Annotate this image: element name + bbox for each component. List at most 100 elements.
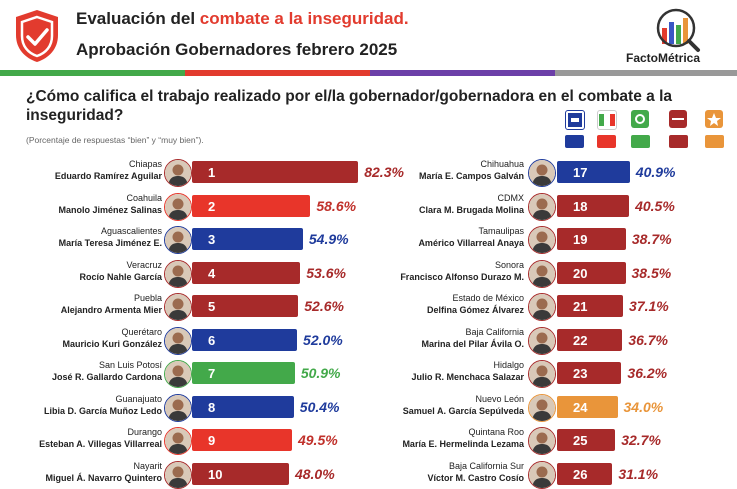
percent-label: 53.6% <box>306 264 346 281</box>
percent-label: 40.9% <box>635 164 676 180</box>
percent-label: 34.0% <box>623 398 664 415</box>
approval-bar <box>557 261 626 284</box>
percent-label: 32.7% <box>621 432 661 448</box>
state-name: Veracruz <box>126 259 162 270</box>
rank-number: 6 <box>208 332 216 348</box>
rank-number: 21 <box>573 299 588 314</box>
governor-avatar <box>164 192 192 221</box>
state-name: Sonora <box>494 259 524 270</box>
approval-bar <box>557 161 630 183</box>
governor-name: José R. Gallardo Cardona <box>51 372 162 382</box>
approval-bar <box>192 328 298 351</box>
approval-bar <box>557 194 630 217</box>
state-name: Querétaro <box>121 326 162 337</box>
state-name: Quintana Roo <box>468 427 524 437</box>
rank-number: 1 <box>208 165 216 180</box>
percent-label: 31.1% <box>618 465 659 482</box>
approval-bar <box>557 462 613 485</box>
approval-bar <box>557 328 623 351</box>
governor-name: María E. Campos Galván <box>418 171 524 181</box>
morena-logo-icon <box>669 110 687 128</box>
morena-color-swatch <box>669 135 688 148</box>
rank-number: 2 <box>208 198 216 214</box>
governor-avatar <box>164 326 192 355</box>
brand-name: FactoMétrica <box>626 51 701 65</box>
governor-name: María Teresa Jiménez E. <box>58 238 162 248</box>
stripe-red <box>185 70 370 76</box>
percent-label: 38.5% <box>631 264 672 281</box>
percent-label: 50.9% <box>300 365 341 381</box>
pvem-color-swatch <box>631 135 650 148</box>
state-name: Chihuahua <box>480 159 524 169</box>
governor-name: Víctor M. Castro Cosío <box>427 472 524 483</box>
governor-avatar <box>164 460 192 489</box>
state-name: Hidalgo <box>493 360 524 370</box>
stripe-gray <box>555 70 737 76</box>
percent-label: 36.2% <box>627 365 668 381</box>
state-name: Durango <box>127 427 162 437</box>
approval-bar <box>557 429 616 451</box>
state-name: Chiapas <box>128 159 162 169</box>
rank-number: 5 <box>208 299 216 314</box>
approval-bar <box>192 295 299 317</box>
percent-label: 82.3% <box>364 164 404 180</box>
pvem-logo-icon <box>631 110 649 128</box>
approval-bar <box>557 228 626 250</box>
approval-bar <box>557 295 624 317</box>
percent-label: 36.7% <box>628 331 669 348</box>
state-name: Aguascalientes <box>100 226 162 236</box>
governor-name: Rocío Nahle García <box>79 271 162 282</box>
survey-note: (Porcentaje de respuestas “bien” y “muy … <box>26 135 204 145</box>
state-name: Guanajuato <box>115 393 162 404</box>
rank-number: 9 <box>208 433 216 448</box>
governor-label: Durango Esteban A. Villegas Villarreal <box>39 426 162 450</box>
mc-color-swatch <box>705 135 724 148</box>
governor-avatar <box>164 360 192 388</box>
state-name: San Luis Potosí <box>98 360 162 370</box>
approval-bar <box>192 161 359 183</box>
governor-avatar <box>164 427 192 455</box>
governor-name: Américo Villarreal Anaya <box>418 238 524 248</box>
governor-avatar <box>528 326 556 355</box>
percent-label: 58.6% <box>316 197 357 214</box>
percent-label: 40.5% <box>635 197 675 214</box>
pan-color-swatch <box>565 135 584 148</box>
rank-number: 3 <box>208 232 216 247</box>
governor-avatar <box>528 192 556 221</box>
percent-label: 52.6% <box>304 298 344 314</box>
governor-name: Alejandro Armenta Mier <box>60 305 162 315</box>
stripe-purple <box>370 70 555 76</box>
governor-label: CDMX Clara M. Brugada Molina <box>419 192 524 216</box>
shield-check-icon <box>16 10 58 62</box>
governor-label: Hidalgo Julio R. Menchaca Salazar <box>411 359 524 383</box>
state-name: CDMX <box>497 192 525 203</box>
governor-label: Puebla Alejandro Armenta Mier <box>61 292 162 316</box>
governor-label: Aguascalientes María Teresa Jiménez E. <box>59 225 162 249</box>
governor-label: Querétaro Mauricio Kuri González <box>62 326 162 350</box>
governor-label: Nayarit Miguel Á. Navarro Quintero <box>45 460 162 484</box>
governor-name: Francisco Alfonso Durazo M. <box>400 271 524 282</box>
governor-label: Chiapas Eduardo Ramírez Aguilar <box>55 158 162 182</box>
governor-name: Eduardo Ramírez Aguilar <box>54 171 162 181</box>
governor-name: Marina del Pilar Ávila O. <box>421 338 524 349</box>
governor-label: Estado de México Delfina Gómez Álvarez <box>427 292 524 316</box>
rank-number: 19 <box>573 232 588 247</box>
governor-avatar <box>528 226 556 254</box>
governor-avatar <box>528 393 556 422</box>
percent-label: 49.5% <box>297 432 338 448</box>
governor-label: Baja California Sur Víctor M. Castro Cosí… <box>427 460 524 484</box>
governor-avatar <box>164 293 192 321</box>
rank-number: 24 <box>573 399 588 415</box>
state-name: Coahuila <box>126 192 162 203</box>
governor-avatar <box>164 159 192 187</box>
governor-name: Samuel A. García Sepúlveda <box>402 405 524 416</box>
title-highlight: combate a la inseguridad. <box>199 9 409 28</box>
rank-number: 7 <box>208 366 216 381</box>
state-name: Nayarit <box>133 460 162 471</box>
percent-label: 38.7% <box>631 231 672 247</box>
rank-number: 22 <box>573 332 588 348</box>
governor-name: Mauricio Kuri González <box>62 338 162 349</box>
rank-number: 17 <box>573 165 588 180</box>
factometrica-logo <box>656 8 700 52</box>
percent-label: 54.9% <box>308 231 349 247</box>
